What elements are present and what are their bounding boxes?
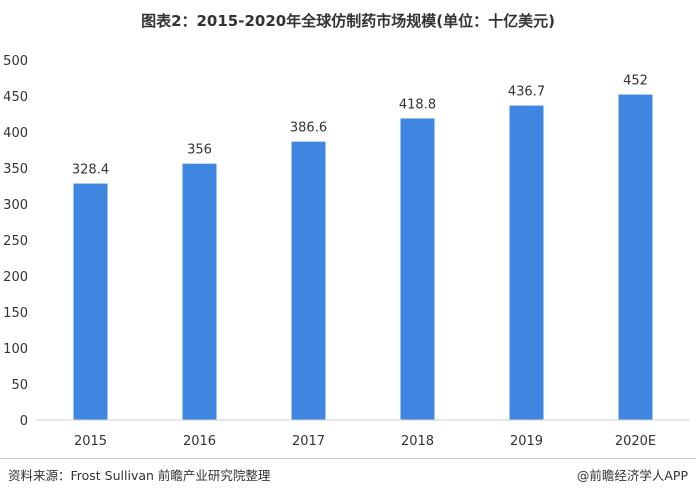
x-axis: 2015 2016 2017 2018 2019 2020E [36, 419, 690, 449]
x-tick-label: 2018 [401, 434, 434, 449]
chart-title: 图表2：2015-2020年全球仿制药市场规模(单位：十亿美元) [141, 12, 555, 30]
y-axis: 0 50 100 150 200 250 300 350 400 450 500 [3, 54, 28, 429]
data-label: 328.4 [72, 163, 109, 178]
y-tick-label: 50 [11, 378, 28, 393]
bar-group: 328.4 356 386.6 418.8 436.7 452 [72, 74, 653, 421]
y-tick-label: 450 [3, 90, 28, 105]
x-tick-label: 2015 [74, 434, 107, 449]
y-tick-label: 200 [3, 270, 28, 285]
data-label: 356 [187, 143, 212, 158]
y-tick-label: 350 [3, 162, 28, 177]
data-label: 386.6 [290, 121, 327, 136]
data-label: 452 [623, 74, 648, 89]
copyright-note: @前瞻经济学人APP [576, 468, 688, 483]
data-label: 418.8 [399, 97, 436, 112]
bar [618, 94, 653, 420]
y-tick-label: 250 [3, 234, 28, 249]
bar [291, 141, 326, 420]
y-tick-label: 150 [3, 306, 28, 321]
bar [509, 105, 544, 421]
source-note: 资料来源：Frost Sullivan 前瞻产业研究院整理 [8, 468, 271, 483]
y-tick-label: 300 [3, 198, 28, 213]
y-tick-label: 500 [3, 54, 28, 69]
data-label: 436.7 [508, 85, 545, 100]
bar [400, 118, 435, 421]
footer: 资料来源：Frost Sullivan 前瞻产业研究院整理 @前瞻经济学人APP [0, 458, 696, 493]
x-tick-label: 2016 [183, 434, 216, 449]
y-tick-label: 0 [20, 414, 28, 429]
bar [73, 183, 108, 420]
x-tick-label: 2017 [292, 434, 325, 449]
y-tick-label: 100 [3, 342, 28, 357]
x-tick-label: 2020E [615, 434, 656, 449]
y-tick-label: 400 [3, 126, 28, 141]
bar [182, 163, 217, 420]
x-tick-label: 2019 [510, 434, 543, 449]
